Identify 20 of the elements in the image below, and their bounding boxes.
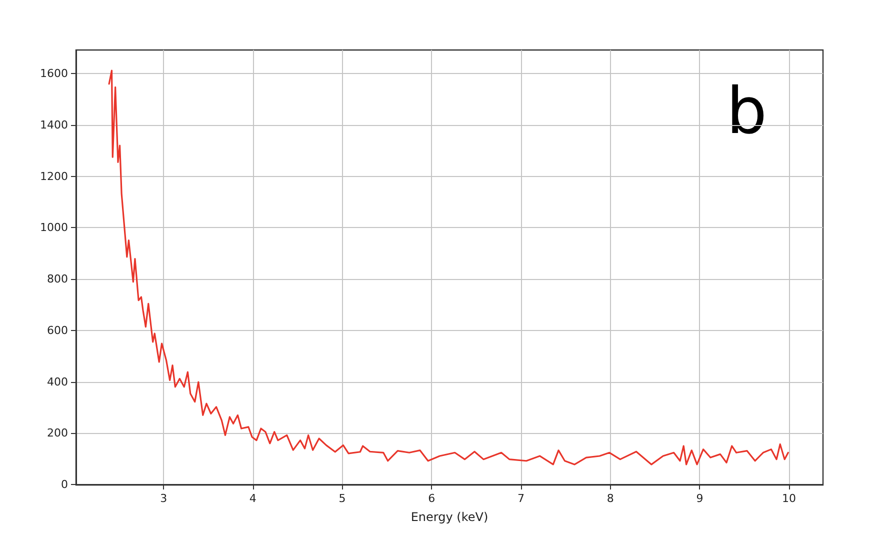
y-tick-label: 200 [47, 426, 68, 440]
x-tick-label: 3 [160, 492, 168, 505]
y-tick-label: 0 [61, 478, 68, 491]
x-tick-label: 10 [782, 492, 796, 505]
y-tick-label: 1600 [40, 67, 68, 80]
y-tick-label: 400 [47, 375, 68, 388]
x-tick-label: 4 [249, 492, 256, 505]
y-tick-label: 1400 [40, 118, 68, 132]
annotation: b [726, 75, 767, 149]
y-tick-label: 1000 [40, 221, 68, 234]
x-tick-label: 9 [696, 492, 704, 505]
y-tick-label: 1200 [40, 170, 68, 183]
x-tick-label: 8 [606, 492, 614, 505]
x-axis-title: Energy (keV) [410, 510, 488, 524]
x-tick-label: 6 [428, 492, 436, 505]
x-tick-label: 7 [517, 492, 524, 505]
line-series [108, 70, 789, 466]
y-tick-label: 600 [47, 324, 68, 337]
y-tick-label: 800 [47, 272, 68, 286]
x-tick-label: 5 [338, 492, 346, 505]
